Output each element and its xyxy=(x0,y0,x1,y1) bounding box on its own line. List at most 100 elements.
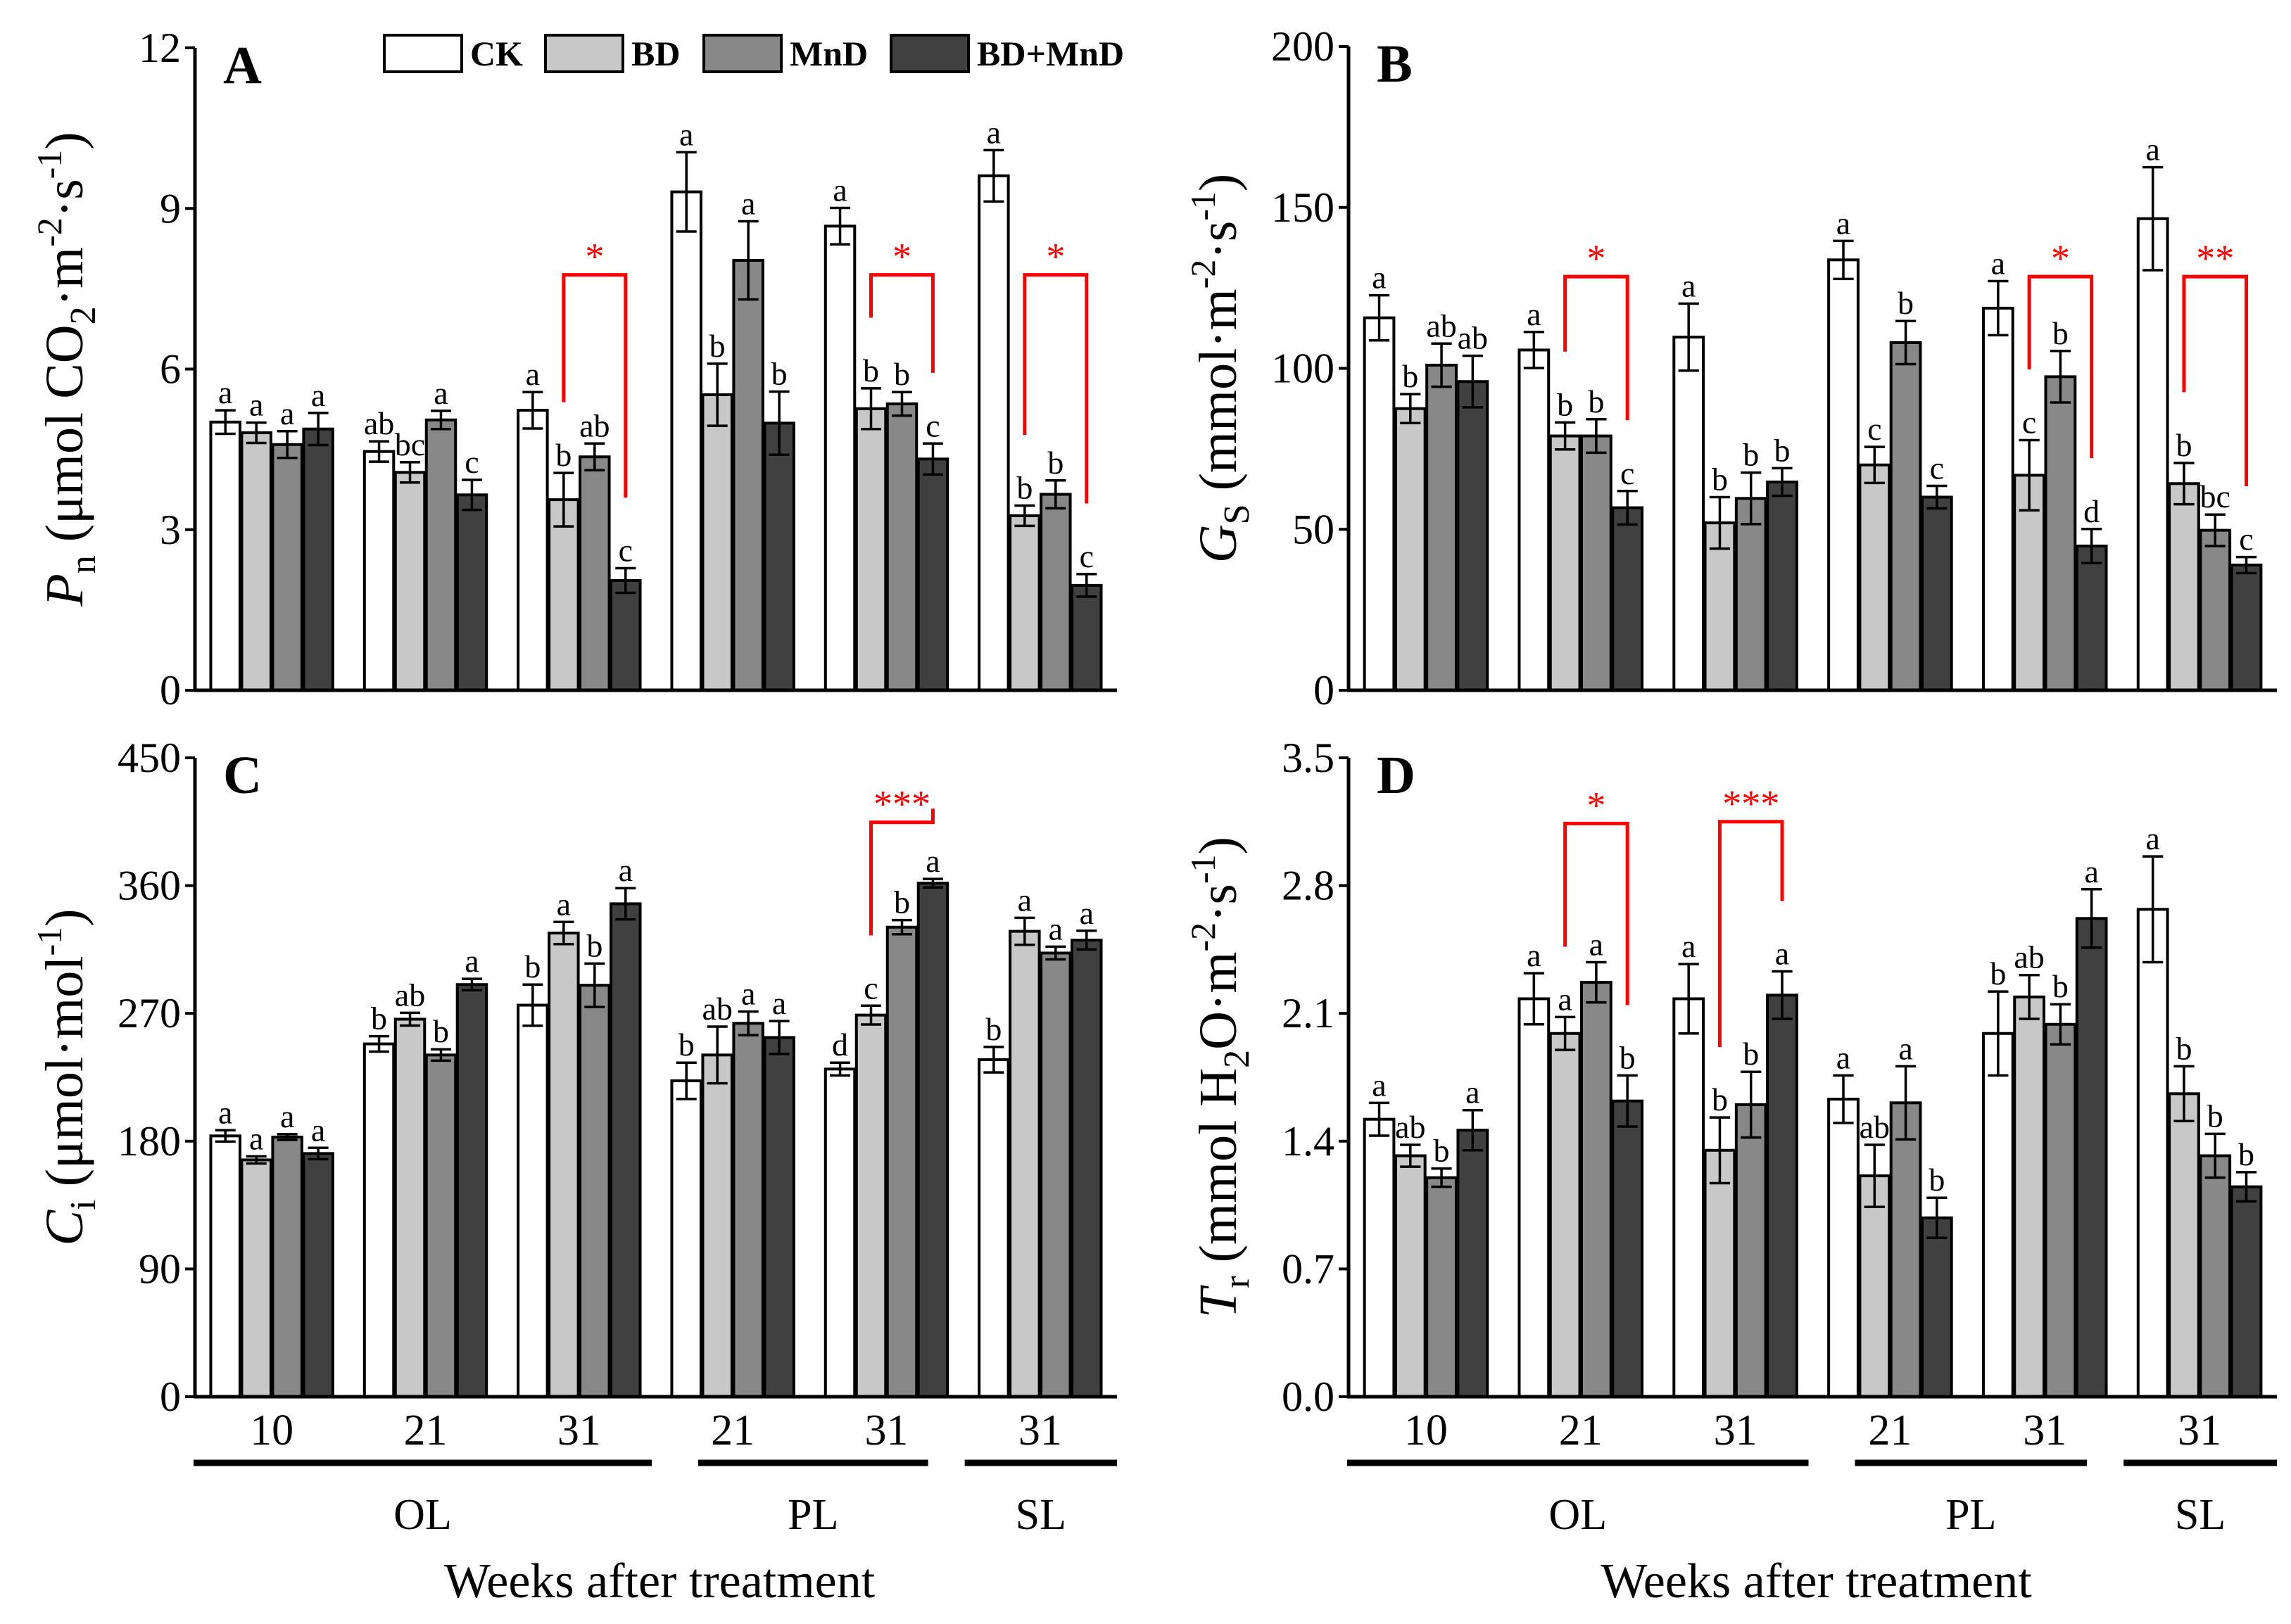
y-axis-label-part: (mmol·m xyxy=(1189,288,1248,504)
y-tick-label: 180 xyxy=(118,1118,181,1165)
y-axis-label-part: ) xyxy=(35,132,94,149)
significance-letter: bc xyxy=(2200,478,2230,514)
bar-BD-10 xyxy=(240,1158,272,1399)
significance-letter: c xyxy=(926,407,940,443)
category-group-label: OL xyxy=(393,1491,452,1539)
y-axis-label-part: (mmol H xyxy=(1189,1068,1248,1276)
bar-CK-10 xyxy=(1363,316,1396,692)
y-axis-label-part: G xyxy=(1189,524,1248,563)
significance-letter: b xyxy=(679,1027,695,1062)
significance-letter: a xyxy=(434,375,448,411)
y-tick-label: 450 xyxy=(118,735,181,781)
significance-letter: b xyxy=(1402,358,1418,394)
significance-letter: c xyxy=(2239,521,2253,557)
y-tick-label: 50 xyxy=(1292,506,1334,552)
panel-letter: D xyxy=(1377,746,1415,805)
y-axis-label-part: -2 xyxy=(1183,922,1223,952)
significance-letter: a xyxy=(741,976,755,1012)
x-tick-label: 10 xyxy=(250,1407,294,1454)
significance-letter: a xyxy=(280,395,294,431)
bar-MnD-10 xyxy=(1425,363,1458,692)
y-tick-label: 1.4 xyxy=(1282,1118,1334,1165)
bar-BD-31 xyxy=(2013,995,2045,1398)
y-tick-label: 270 xyxy=(118,990,181,1036)
significance-letter: a xyxy=(1991,246,2005,281)
bar-BD-31 xyxy=(2168,482,2200,692)
bar-CK-31 xyxy=(517,409,549,692)
significance-letter: b xyxy=(524,949,541,984)
significance-letter: b xyxy=(2238,1136,2254,1172)
significance-letter: ab xyxy=(1860,1109,1890,1145)
bar-BD-31 xyxy=(1703,1148,1736,1399)
bar-BD+MnD-21 xyxy=(1920,495,1953,692)
bar-BD-21 xyxy=(701,1053,733,1399)
significance-letter: ab xyxy=(1395,1109,1425,1145)
significance-letter: b xyxy=(2052,968,2069,1004)
bar-CK-21 xyxy=(1517,348,1551,692)
bar-BD-21 xyxy=(1548,434,1582,692)
y-axis-label-part: -2 xyxy=(30,217,69,247)
significance-letter: b xyxy=(433,1013,449,1049)
significance-letter: c xyxy=(864,970,878,1006)
bar-BD+MnD-21 xyxy=(455,493,488,692)
bar-BD+MnD-31 xyxy=(1766,994,1798,1399)
y-axis-label: GS (mmol·m-2·s-1) xyxy=(1183,174,1257,563)
significance-stars: * xyxy=(1046,236,1065,278)
bar-MnD-21 xyxy=(424,1053,457,1399)
panel-letter: A xyxy=(223,36,262,95)
bar-BD+MnD-31 xyxy=(610,579,642,692)
significance-letter: a xyxy=(1527,296,1541,332)
significance-bracket xyxy=(869,808,935,936)
significance-stars: * xyxy=(2051,237,2070,279)
significance-letter: b xyxy=(863,353,879,388)
bar-BD-10 xyxy=(1394,1154,1427,1399)
significance-letter: c xyxy=(1080,538,1094,574)
bar-MnD-21 xyxy=(1889,341,1922,692)
significance-letter: a xyxy=(1775,936,1789,972)
legend: CK BD MnD BD+MnD xyxy=(383,34,1124,73)
legend-swatch-MnD xyxy=(702,34,783,73)
bar-BD-10 xyxy=(1394,407,1427,692)
y-axis-label-part: (μmol CO xyxy=(35,324,94,555)
bar-BD+MnD-31 xyxy=(1071,583,1103,692)
significance-letter: a xyxy=(1589,927,1603,963)
y-axis-label-part: -1 xyxy=(30,927,69,956)
significance-letter: c xyxy=(465,444,479,480)
bar-CK-21 xyxy=(362,1042,396,1399)
category-group-label: PL xyxy=(1945,1491,1996,1539)
significance-letter: b xyxy=(1929,1162,1945,1198)
significance-letter: b xyxy=(771,355,788,391)
y-axis-label-part: 2 xyxy=(63,306,103,324)
bar-MnD-21 xyxy=(1580,981,1612,1398)
y-tick-label: 100 xyxy=(1271,345,1334,392)
significance-stars: ** xyxy=(2196,237,2234,279)
bar-CK-21 xyxy=(1827,258,1860,692)
significance-letter: a xyxy=(1898,1030,1912,1066)
significance-bracket xyxy=(869,273,935,373)
bar-BD-31 xyxy=(1703,521,1736,692)
y-tick-label: 12 xyxy=(139,25,181,71)
bar-CK-31 xyxy=(823,224,857,692)
significance-letter: a xyxy=(1372,1067,1386,1103)
significance-letter: b xyxy=(586,927,602,963)
bar-BD+MnD-10 xyxy=(302,427,334,692)
bar-MnD-21 xyxy=(1889,1101,1922,1398)
bar-BD-21 xyxy=(1548,1032,1582,1399)
y-axis-label-part: T xyxy=(1189,1285,1248,1318)
significance-letter: a xyxy=(218,1094,232,1130)
bar-CK-31 xyxy=(1672,336,1705,692)
bar-BD+MnD-31 xyxy=(916,882,949,1398)
significance-letter: a xyxy=(218,374,232,410)
x-tick-label: 31 xyxy=(1714,1407,1757,1454)
significance-letter: b xyxy=(1898,285,1914,321)
y-tick-label: 0 xyxy=(160,1374,181,1420)
significance-letter: a xyxy=(249,387,263,423)
y-axis-label-part: 2 xyxy=(1217,1050,1257,1068)
significance-letter: a xyxy=(311,1112,325,1148)
bar-BD-31 xyxy=(548,931,580,1398)
significance-letter: a xyxy=(2084,854,2098,889)
significance-letter: c xyxy=(619,533,633,569)
bar-MnD-31 xyxy=(2199,1154,2232,1399)
bar-BD+MnD-31 xyxy=(2230,1185,2263,1398)
